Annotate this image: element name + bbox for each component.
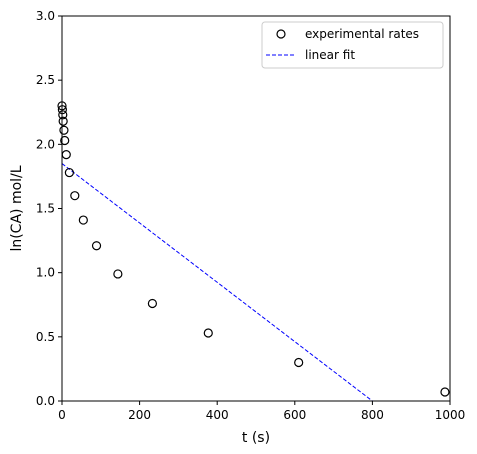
y-tick-label: 2.5 (36, 73, 55, 87)
data-point (58, 110, 68, 120)
x-tick-label: 600 (283, 408, 306, 422)
data-point (70, 191, 80, 201)
data-point (60, 135, 70, 146)
x-tick-label: 1000 (435, 408, 466, 422)
y-tick-label: 1.0 (36, 266, 55, 280)
data-point (64, 167, 74, 178)
y-axis: 0.0 0.5 1.0 1.5 2.0 2.5 3.0 (36, 9, 62, 408)
data-point (440, 387, 450, 397)
y-tick-label: 2.0 (36, 137, 55, 151)
data-point (147, 298, 158, 309)
legend-label-fit: linear fit (305, 48, 355, 62)
x-axis: 0 200 400 600 800 1000 (58, 401, 465, 422)
data-point (61, 150, 71, 160)
y-axis-label: ln(CA) mol/L (9, 165, 25, 251)
fit-line (62, 163, 373, 401)
data-point (58, 116, 68, 126)
x-tick-label: 400 (206, 408, 229, 422)
x-axis-label: t (s) (242, 430, 270, 446)
y-tick-label: 1.5 (36, 202, 55, 216)
y-tick-label: 0.5 (36, 330, 55, 344)
data-point (113, 269, 123, 279)
legend: experimental rates linear fit (261, 21, 444, 69)
data-point (294, 357, 304, 368)
data-point (203, 328, 213, 338)
x-tick-label: 0 (58, 408, 66, 422)
legend-label-experimental: experimental rates (305, 27, 419, 41)
x-tick-label: 800 (361, 408, 384, 422)
data-point (59, 125, 69, 135)
legend-box (261, 21, 444, 69)
plot-series (62, 163, 373, 401)
legend-marker-experimental (276, 29, 286, 39)
data-point (78, 215, 88, 225)
x-tick-label: 200 (128, 408, 151, 422)
y-tick-label: 0.0 (36, 394, 55, 408)
data-point (91, 241, 102, 251)
plot-area (57, 101, 450, 401)
y-tick-label: 3.0 (36, 9, 55, 23)
